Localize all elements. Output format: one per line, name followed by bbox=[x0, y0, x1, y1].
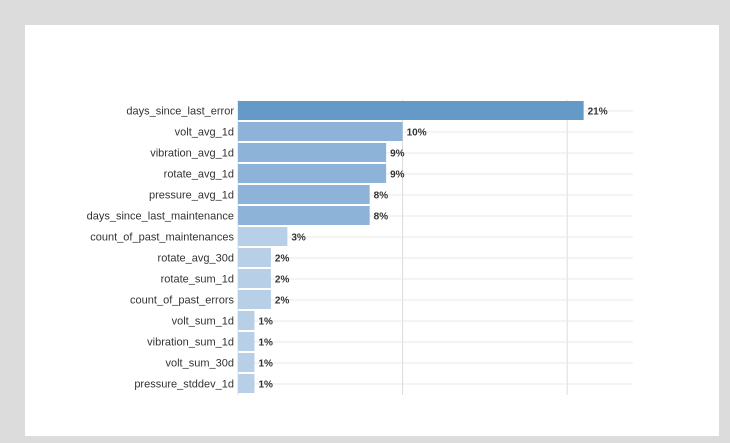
bar-pressure_avg_1d bbox=[238, 185, 370, 204]
value-label: 1% bbox=[258, 317, 273, 328]
bar-rotate_avg_30d bbox=[238, 248, 271, 267]
bar-pressure_stddev_1d bbox=[238, 374, 255, 393]
bar-volt_sum_30d bbox=[238, 353, 255, 372]
label-layer: days_since_last_error 21% volt_avg_1d 10% vi… bbox=[87, 106, 608, 391]
category-label: vibration_avg_1d bbox=[150, 148, 234, 160]
category-label: pressure_stddev_1d bbox=[134, 379, 234, 391]
value-label: 9% bbox=[390, 170, 405, 181]
value-label: 3% bbox=[291, 233, 306, 244]
bar-days_since_last_maintenance bbox=[238, 206, 370, 225]
bar-count_of_past_maintenances bbox=[238, 227, 288, 246]
bar-layer bbox=[238, 101, 584, 393]
category-label: pressure_avg_1d bbox=[149, 190, 234, 202]
category-label: count_of_past_errors bbox=[130, 295, 234, 307]
bar-count_of_past_errors bbox=[238, 290, 271, 309]
category-label: days_since_last_maintenance bbox=[87, 211, 234, 223]
category-label: rotate_sum_1d bbox=[161, 274, 234, 286]
value-label: 8% bbox=[374, 191, 389, 202]
category-label: volt_sum_1d bbox=[172, 316, 234, 328]
value-label: 1% bbox=[258, 380, 273, 391]
value-label: 9% bbox=[390, 149, 405, 160]
chart-panel: days_since_last_error 21% volt_avg_1d 10% vi… bbox=[25, 25, 719, 436]
feature-importance-chart: days_since_last_error 21% volt_avg_1d 10% vi… bbox=[87, 100, 633, 395]
value-label: 1% bbox=[258, 338, 273, 349]
bar-volt_avg_1d bbox=[238, 122, 403, 141]
bar-vibration_avg_1d bbox=[238, 143, 387, 162]
value-label: 10% bbox=[407, 128, 427, 139]
category-label: days_since_last_error bbox=[126, 106, 234, 118]
value-label: 21% bbox=[588, 107, 608, 118]
bar-volt_sum_1d bbox=[238, 311, 255, 330]
bar-rotate_avg_1d bbox=[238, 164, 387, 183]
category-label: rotate_avg_30d bbox=[158, 253, 234, 265]
category-label: vibration_sum_1d bbox=[147, 337, 234, 349]
value-label: 8% bbox=[374, 212, 389, 223]
category-label: volt_sum_30d bbox=[166, 358, 235, 370]
value-label: 2% bbox=[275, 254, 290, 265]
value-label: 2% bbox=[275, 296, 290, 307]
value-label: 1% bbox=[258, 359, 273, 370]
bar-vibration_sum_1d bbox=[238, 332, 255, 351]
value-label: 2% bbox=[275, 275, 290, 286]
bar-days_since_last_error bbox=[238, 101, 584, 120]
category-label: rotate_avg_1d bbox=[164, 169, 234, 181]
category-label: count_of_past_maintenances bbox=[90, 232, 234, 244]
category-label: volt_avg_1d bbox=[175, 127, 234, 139]
bar-rotate_sum_1d bbox=[238, 269, 271, 288]
